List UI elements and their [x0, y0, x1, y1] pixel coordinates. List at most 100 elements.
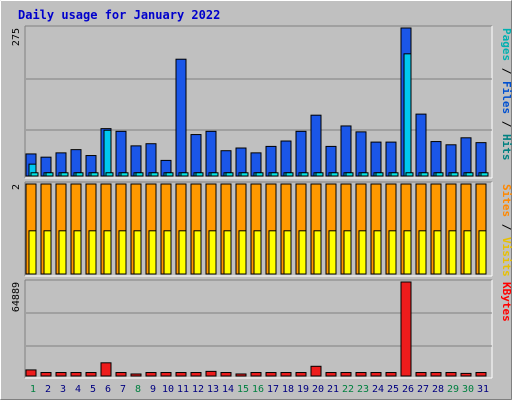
bar-files-day-6 — [103, 129, 112, 177]
bar-kbytes-day-5 — [85, 372, 97, 377]
bar-hits-day-29 — [445, 144, 457, 177]
bar-sites-day-4 — [73, 230, 82, 275]
bar-pages-day-6 — [105, 172, 114, 177]
day-label-24: 24 — [372, 384, 384, 395]
bar-sites-day-27 — [418, 230, 427, 275]
bar-sites-day-18 — [283, 230, 292, 275]
bar-pages-day-26 — [405, 172, 414, 177]
series-label-text: Pages — [500, 28, 512, 61]
bar-hits-day-30 — [460, 137, 472, 177]
bar-sites-day-7 — [118, 230, 127, 275]
bar-pages-day-14 — [225, 172, 234, 177]
bar-sites-day-17 — [268, 230, 277, 275]
day-label-1: 1 — [30, 384, 36, 395]
day-label-22: 22 — [342, 384, 354, 395]
day-label-7: 7 — [120, 384, 126, 395]
panel-bottom-series-labels: KBytes — [500, 282, 512, 322]
bar-kbytes-day-12 — [190, 372, 202, 377]
day-label-13: 13 — [207, 384, 219, 395]
bar-sites-day-24 — [373, 230, 382, 275]
bar-pages-day-7 — [120, 172, 129, 177]
bar-pages-day-16 — [255, 172, 264, 177]
panel-bottom-ytick: 64889 — [11, 282, 22, 312]
bar-sites-day-9 — [148, 230, 157, 275]
bar-files-day-26 — [403, 53, 412, 177]
bar-sites-day-20 — [313, 230, 322, 275]
bar-hits-day-14 — [220, 150, 232, 177]
bar-pages-day-22 — [345, 172, 354, 177]
bar-sites-day-21 — [328, 230, 337, 275]
bar-kbytes-day-21 — [325, 372, 337, 377]
panel-top-series-labels: Pages / Files / Hits — [500, 28, 512, 161]
day-label-2: 2 — [45, 384, 51, 395]
bar-kbytes-day-3 — [55, 372, 67, 377]
series-label-text: KBytes — [500, 282, 512, 322]
bar-pages-day-9 — [150, 172, 159, 177]
bar-kbytes-day-1 — [25, 369, 37, 377]
bar-kbytes-day-11 — [175, 372, 187, 377]
bar-kbytes-day-31 — [475, 372, 487, 377]
panel-middle-series-labels: Sites / Visits — [500, 184, 512, 277]
bar-sites-day-6 — [103, 230, 112, 275]
day-label-16: 16 — [252, 384, 264, 395]
bar-kbytes-day-10 — [160, 372, 172, 377]
day-label-26: 26 — [402, 384, 414, 395]
bar-kbytes-day-19 — [295, 372, 307, 377]
bar-sites-day-31 — [478, 230, 487, 275]
day-label-27: 27 — [417, 384, 429, 395]
day-label-30: 30 — [462, 384, 474, 395]
panel-middle-ytick: 2 — [11, 184, 22, 190]
bar-sites-day-15 — [238, 230, 247, 275]
day-label-31: 31 — [477, 384, 489, 395]
day-label-14: 14 — [222, 384, 234, 395]
bar-hits-day-22 — [340, 125, 352, 177]
bar-pages-day-30 — [465, 172, 474, 177]
series-label-text: / — [500, 114, 512, 134]
bar-sites-day-3 — [58, 230, 67, 275]
bar-sites-day-28 — [433, 230, 442, 275]
bar-sites-day-30 — [463, 230, 472, 275]
bar-kbytes-day-18 — [280, 372, 292, 377]
bar-kbytes-day-2 — [40, 372, 52, 377]
bar-kbytes-day-4 — [70, 372, 82, 377]
bar-pages-day-17 — [270, 172, 279, 177]
series-label-text: / — [500, 61, 512, 81]
series-label-text: Hits — [500, 134, 512, 161]
bar-sites-day-22 — [343, 230, 352, 275]
bar-hits-day-7 — [115, 130, 127, 177]
bar-kbytes-day-24 — [370, 372, 382, 377]
bar-kbytes-day-6 — [100, 362, 112, 377]
day-label-5: 5 — [90, 384, 96, 395]
day-label-19: 19 — [297, 384, 309, 395]
bar-sites-day-12 — [193, 230, 202, 275]
bar-hits-day-4 — [70, 149, 82, 177]
bar-pages-day-1 — [30, 172, 39, 177]
bar-pages-day-31 — [480, 172, 489, 177]
bar-pages-day-21 — [330, 172, 339, 177]
bar-pages-day-28 — [435, 172, 444, 177]
series-label-text: Files — [500, 81, 512, 114]
bar-hits-day-20 — [310, 114, 322, 177]
bar-kbytes-day-8 — [130, 373, 142, 377]
bar-pages-day-11 — [180, 172, 189, 177]
bar-hits-day-21 — [325, 145, 337, 177]
bar-kbytes-day-14 — [220, 372, 232, 377]
bar-hits-day-15 — [235, 147, 247, 177]
bar-pages-day-3 — [60, 172, 69, 177]
day-label-8: 8 — [135, 384, 141, 395]
bar-pages-day-4 — [75, 172, 84, 177]
day-label-28: 28 — [432, 384, 444, 395]
bar-kbytes-day-28 — [430, 372, 442, 377]
bar-sites-day-13 — [208, 230, 217, 275]
day-label-10: 10 — [162, 384, 174, 395]
day-label-21: 21 — [327, 384, 339, 395]
bar-hits-day-23 — [355, 131, 367, 177]
day-label-17: 17 — [267, 384, 279, 395]
bar-pages-day-29 — [450, 172, 459, 177]
bar-kbytes-day-25 — [385, 372, 397, 377]
bar-kbytes-day-22 — [340, 372, 352, 377]
bar-sites-day-2 — [43, 230, 52, 275]
bar-pages-day-27 — [420, 172, 429, 177]
